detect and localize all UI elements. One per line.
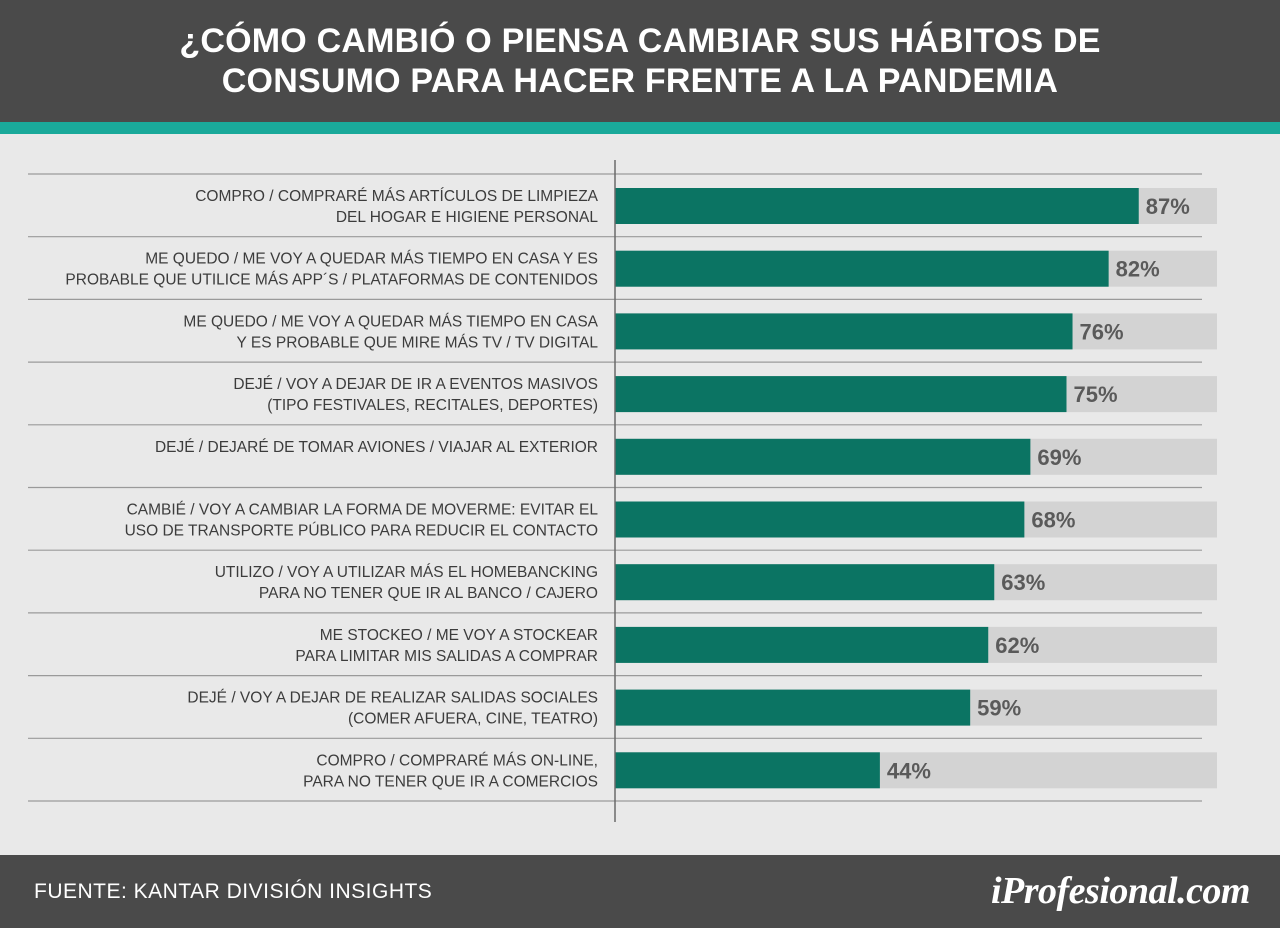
bar <box>615 626 989 663</box>
data-label: 62% <box>995 633 1039 658</box>
data-label: 76% <box>1080 319 1124 344</box>
footer: FUENTE: KANTAR DIVISIÓN INSIGHTS iProfes… <box>0 855 1280 928</box>
bar <box>615 376 1067 413</box>
category-label: PARA NO TENER QUE IR AL BANCO / CAJERO <box>259 585 598 602</box>
chart-title: ¿CÓMO CAMBIÓ O PIENSA CAMBIAR SUS HÁBITO… <box>65 21 1215 101</box>
category-label: PARA LIMITAR MIS SALIDAS A COMPRAR <box>295 648 598 665</box>
data-label: 69% <box>1037 445 1081 470</box>
source-text: FUENTE: KANTAR DIVISIÓN INSIGHTS <box>34 880 433 903</box>
bar-chart: 87% COMPRO / COMPRARÉ MÁS ARTÍCULOS DE LI… <box>0 134 1280 855</box>
category-label: PARA NO TENER QUE IR A COMERCIOS <box>303 773 598 790</box>
category-label: PROBABLE QUE UTILICE MÁS APP´S / PLATAFO… <box>65 272 598 289</box>
category-label: UTILIZO / VOY A UTILIZAR MÁS EL HOMEBANC… <box>215 564 598 581</box>
bar <box>615 689 971 726</box>
category-label: (COMER AFUERA, CINE, TEATRO) <box>348 711 598 728</box>
bar <box>615 250 1109 287</box>
accent-stripe <box>0 122 1280 134</box>
category-label: DEJÉ / VOY A DEJAR DE REALIZAR SALIDAS S… <box>187 690 598 707</box>
category-label: (TIPO FESTIVALES, RECITALES, DEPORTES) <box>267 397 598 414</box>
category-label: CAMBIÉ / VOY A CAMBIAR LA FORMA DE MOVER… <box>127 502 599 519</box>
data-label: 44% <box>887 758 931 783</box>
title-line-2: CONSUMO PARA HACER FRENTE A LA PANDEMIA <box>221 62 1059 100</box>
header: ¿CÓMO CAMBIÓ O PIENSA CAMBIAR SUS HÁBITO… <box>0 0 1280 122</box>
category-label: ME QUEDO / ME VOY A QUEDAR MÁS TIEMPO EN… <box>183 313 598 330</box>
bar <box>615 564 995 601</box>
category-label: Y ES PROBABLE QUE MIRE MÁS TV / TV DIGIT… <box>237 334 599 351</box>
category-label: DEL HOGAR E HIGIENE PERSONAL <box>336 209 599 226</box>
bar-chart-svg: 87% COMPRO / COMPRARÉ MÁS ARTÍCULOS DE LI… <box>28 160 1217 822</box>
bar <box>615 313 1073 350</box>
data-label: 63% <box>1001 570 1045 595</box>
data-label: 75% <box>1074 382 1118 407</box>
bar <box>615 188 1139 224</box>
bar <box>615 438 1031 475</box>
category-label: COMPRO / COMPRARÉ MÁS ON-LINE, <box>316 752 598 769</box>
data-label: 87% <box>1146 194 1190 219</box>
category-label: USO DE TRANSPORTE PÚBLICO PARA REDUCIR E… <box>125 523 598 540</box>
category-label: DEJÉ / DEJARÉ DE TOMAR AVIONES / VIAJAR … <box>155 439 598 456</box>
bar <box>615 501 1025 538</box>
data-label: 68% <box>1031 508 1075 533</box>
bar <box>615 752 880 789</box>
category-label: DEJÉ / VOY A DEJAR DE IR A EVENTOS MASIV… <box>233 376 598 393</box>
category-label: COMPRO / COMPRARÉ MÁS ARTÍCULOS DE LIMPI… <box>195 188 598 205</box>
data-label: 59% <box>977 696 1021 721</box>
data-label: 82% <box>1116 257 1160 282</box>
brand-logo: iProfesional.com <box>990 870 1251 912</box>
category-label: ME QUEDO / ME VOY A QUEDAR MÁS TIEMPO EN… <box>145 251 598 268</box>
title-line-1: ¿CÓMO CAMBIÓ O PIENSA CAMBIAR SUS HÁBITO… <box>179 22 1101 60</box>
category-label: ME STOCKEO / ME VOY A STOCKEAR <box>320 627 598 644</box>
